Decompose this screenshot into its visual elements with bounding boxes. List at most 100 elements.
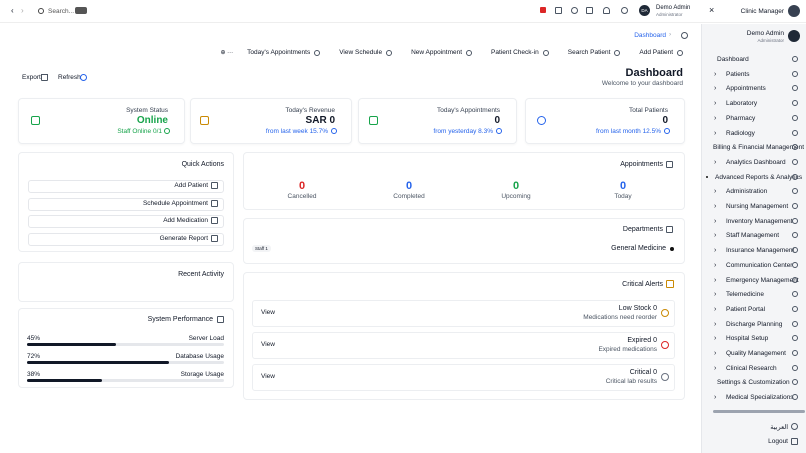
icon [792,276,798,283]
alert-box [252,300,675,327]
card-title: Recent Activity [178,271,224,278]
icon [80,74,87,81]
chevron[interactable]: › [714,394,717,402]
toolbar-more[interactable]: ⊕ ··· [220,50,234,56]
close-button[interactable]: × [709,5,715,15]
chevron[interactable]: › [714,364,717,372]
export-button[interactable]: Export [22,74,41,81]
nav-item[interactable]: Laboratory [726,100,758,108]
quick-action-button[interactable] [28,180,224,193]
alert-action[interactable]: View [261,341,275,348]
nav-item[interactable]: Settings & Customization [717,379,790,387]
quick-actions-card [18,152,234,252]
appointment-label: Cancelled [287,193,317,200]
metric-value: 45% [27,335,41,342]
metric-bar [27,361,169,364]
nav-item[interactable]: Insurance Management [726,247,795,255]
card-title: System Performance [147,316,213,323]
nav-item[interactable]: Telemedicine [726,291,764,299]
appointment-count: 0 [619,180,627,192]
nav-item[interactable]: Inventory Management [726,217,793,225]
toolbar-button[interactable]: New Appointment [406,48,477,57]
nav-item[interactable]: Clinical Research [726,364,777,372]
appointment-count: 0 [298,180,306,192]
language-switch[interactable]: العربية [770,424,788,431]
icon [792,158,798,165]
stat-icon [200,116,209,125]
icon [792,173,798,180]
home-icon[interactable] [681,32,688,39]
stat-value: SAR 0 [305,115,335,126]
icon [677,49,683,56]
chevron[interactable]: › [714,70,717,78]
nav-item[interactable]: Patient Portal [726,305,766,313]
chevron[interactable]: › [714,291,717,299]
chevron[interactable]: › [714,100,717,108]
nav-item[interactable]: Nursing Management [726,203,789,210]
quick-action-button[interactable] [28,197,224,211]
icon [666,161,673,168]
back-button[interactable]: ‹ [11,6,14,15]
quick-action-button[interactable] [28,233,224,247]
nav-item[interactable]: Staff Management [726,232,779,240]
toolbar-icon[interactable] [621,7,628,14]
chevron[interactable]: › [714,350,717,357]
chevron[interactable]: › [714,188,717,196]
toolbar-icon[interactable] [555,7,562,14]
nav-item[interactable]: Pharmacy [726,114,756,122]
toolbar-icon[interactable] [540,7,546,13]
alert-action[interactable]: View [261,373,275,380]
nav-item[interactable]: Discharge Planning [726,320,783,328]
nav-item[interactable]: Medical Specializations [726,394,794,402]
chevron[interactable]: › [714,276,717,284]
alert-action[interactable]: View [261,309,275,316]
nav-item[interactable]: Radiology [726,129,755,137]
toolbar-button[interactable]: Today's Appointments [242,48,325,57]
chevron[interactable]: › [714,203,717,210]
chevron[interactable]: › [714,158,717,166]
chevron[interactable]: › [714,320,717,328]
nav-item[interactable]: Advanced Reports & Analytics [715,173,803,181]
toolbar-button[interactable]: View Schedule [334,48,397,57]
chevron[interactable]: › [714,232,717,240]
icon [792,232,798,239]
search-input[interactable]: Search... [48,8,75,15]
quick-action-button[interactable] [28,215,224,229]
chevron[interactable]: › [714,305,717,313]
toolbar-icon[interactable] [603,7,610,14]
icon [792,305,798,312]
stat-note: from last week 15.7% [265,128,328,135]
nav-item[interactable]: Communication Center [726,261,793,269]
nav-item[interactable]: Quality Management [726,350,786,357]
nav-item[interactable]: Patients [726,70,750,78]
chevron[interactable]: › [714,85,717,93]
icon [542,49,549,56]
toolbar-button[interactable]: Patient Check-in [486,48,554,57]
card-title: Departments [622,226,663,233]
nav-item[interactable]: Dashboard [717,56,749,63]
nav-item[interactable]: Emergency Management [726,276,799,284]
nav-item[interactable]: Administration [726,188,768,196]
alert-count: 0 [653,305,657,312]
toolbar-button[interactable]: Search Patient [563,48,626,57]
forward-button[interactable]: › [21,6,24,15]
chevron[interactable]: › [714,114,717,122]
breadcrumb[interactable]: Dashboard [634,32,666,39]
chevron[interactable]: › [714,129,717,137]
nav-item[interactable]: Hospital Setup [726,335,769,343]
icon [792,364,798,371]
nav-item[interactable]: Billing & Financial Management [713,144,805,152]
toolbar-icon[interactable] [586,7,593,14]
nav-item[interactable]: Analytics Dashboard [726,158,786,166]
alert-detail: Critical lab results [605,378,657,385]
chevron[interactable]: › [714,247,717,255]
refresh-button[interactable]: Refresh [58,74,81,81]
logout-button[interactable]: Logout [768,438,788,445]
chevron[interactable]: › [714,261,717,269]
chevron[interactable]: › [714,335,717,343]
nav-item[interactable]: Appointments [726,85,766,93]
toolbar-icon[interactable] [571,7,578,14]
toolbar-button[interactable]: Add Patient [634,48,688,57]
alert-name: Low Stock [618,305,652,312]
chevron[interactable]: › [714,217,717,225]
